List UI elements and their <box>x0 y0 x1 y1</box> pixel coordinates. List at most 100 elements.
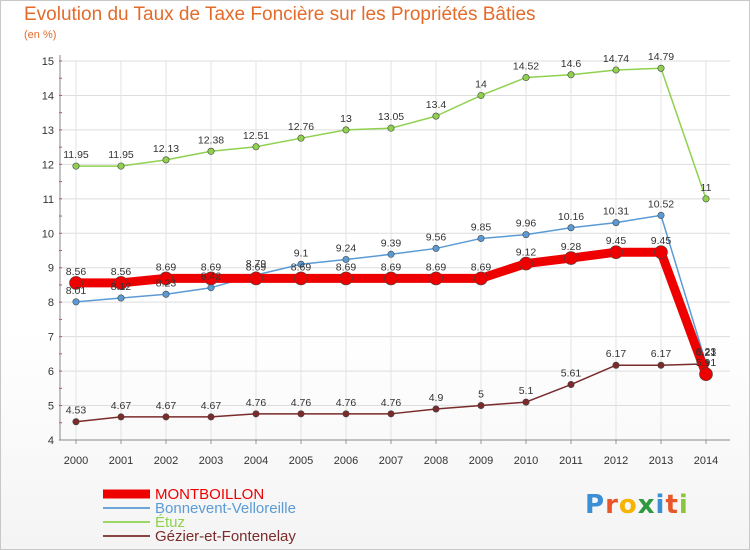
data-point <box>702 195 710 203</box>
data-label: 12.13 <box>153 143 179 155</box>
data-label: 14.52 <box>513 61 539 73</box>
data-label: 6.17 <box>651 348 672 360</box>
y-tick-label: 13 <box>42 125 54 137</box>
data-label: 14.6 <box>561 58 582 70</box>
data-point <box>564 251 578 265</box>
data-label: 8.01 <box>66 285 87 297</box>
x-tick-label: 2011 <box>559 455 583 467</box>
data-point <box>117 413 125 421</box>
x-tick-label: 2002 <box>154 455 178 467</box>
y-tick-label: 10 <box>42 228 54 240</box>
x-tick-label: 2009 <box>469 455 493 467</box>
data-label: 8.69 <box>246 261 267 273</box>
logo-letter: P <box>585 490 606 520</box>
data-point <box>522 398 530 406</box>
data-label: 9.28 <box>561 241 582 253</box>
data-label: 8.56 <box>66 266 87 278</box>
data-point <box>207 413 215 421</box>
data-point <box>387 250 395 258</box>
data-point <box>339 271 353 286</box>
y-tick-label: 5 <box>48 401 54 413</box>
x-tick-label: 2003 <box>199 455 223 467</box>
x-tick-label: 2013 <box>649 455 673 467</box>
data-point <box>612 361 620 369</box>
data-label: 4.9 <box>429 392 444 404</box>
data-point <box>657 211 665 219</box>
data-point <box>252 410 260 418</box>
data-label: 4.67 <box>156 400 177 412</box>
data-point <box>567 71 575 79</box>
logo-letter: i <box>678 490 689 520</box>
data-label: 12.76 <box>288 121 314 133</box>
data-label: 4.76 <box>336 397 357 409</box>
data-label: 8.69 <box>336 261 357 273</box>
logo-letter: x <box>637 490 656 520</box>
data-label: 9.45 <box>651 235 672 247</box>
y-tick-label: 9 <box>48 263 54 275</box>
data-point <box>252 143 260 151</box>
data-label: 13.4 <box>426 99 447 111</box>
y-tick-label: 7 <box>48 332 54 344</box>
y-tick-label: 15 <box>42 56 54 68</box>
y-tick-label: 11 <box>43 194 54 206</box>
data-point <box>387 410 395 418</box>
data-label: 14.79 <box>648 51 674 63</box>
data-point <box>432 405 440 413</box>
series-lines <box>69 64 713 426</box>
x-tick-label: 2014 <box>694 455 718 467</box>
data-point <box>519 256 533 271</box>
data-point <box>432 112 440 120</box>
data-label: 12.51 <box>243 130 269 142</box>
data-point <box>567 224 575 232</box>
data-point <box>342 410 350 418</box>
data-label: 4.67 <box>111 400 132 412</box>
data-label: 8.56 <box>111 266 132 278</box>
x-tick-label: 2012 <box>604 455 628 467</box>
chart-title: Evolution du Taux de Taxe Foncière sur l… <box>24 4 536 25</box>
data-label: 4.76 <box>381 397 402 409</box>
logo-letter: r <box>605 490 619 520</box>
data-point <box>474 271 488 286</box>
data-point <box>654 245 668 260</box>
data-point <box>612 219 620 227</box>
data-label: 8.69 <box>156 261 177 273</box>
y-tick-label: 12 <box>42 159 54 171</box>
data-point <box>387 124 395 132</box>
data-label: 8.12 <box>111 281 132 293</box>
data-point <box>342 126 350 134</box>
data-point <box>657 361 665 369</box>
x-tick-label: 2001 <box>109 455 133 467</box>
data-label: 6.17 <box>606 348 627 360</box>
legend: MONTBOILLONBonnevent-VelloreilleÉtuzGézi… <box>103 486 296 545</box>
data-label: 12.38 <box>198 134 224 146</box>
data-label: 4.53 <box>66 405 87 417</box>
data-point <box>567 381 575 389</box>
grid <box>60 60 730 441</box>
y-tick-label: 14 <box>42 90 54 102</box>
data-point <box>384 271 398 286</box>
data-point <box>162 156 170 164</box>
data-label: 6.23 <box>696 346 717 358</box>
legend-label: Gézier-et-Fontenelay <box>155 528 296 545</box>
data-point <box>162 290 170 298</box>
data-point <box>72 162 80 170</box>
data-label: 11 <box>701 182 712 194</box>
data-point <box>477 402 485 410</box>
data-point <box>432 244 440 252</box>
data-label: 14.74 <box>603 53 629 65</box>
data-point <box>117 162 125 170</box>
axes: 4 5 6 7 8 9 10 11 12 13 14 15 2000 2001 2002 2003 2004 20… <box>42 55 730 467</box>
y-tick-label: 4 <box>48 435 54 447</box>
data-label: 5.91 <box>696 357 717 369</box>
x-tick-label: 2004 <box>244 455 268 467</box>
data-label: 8.69 <box>471 261 492 273</box>
data-point <box>477 91 485 99</box>
data-label: 6.21 <box>696 347 717 359</box>
legend-label: Bonnevent-Velloreille <box>155 500 296 517</box>
y-tick-label: 8 <box>48 297 54 309</box>
data-label: 9.1 <box>294 247 309 259</box>
data-label: 9.85 <box>471 221 492 233</box>
data-label: 11.95 <box>63 149 89 161</box>
x-tick-label: 2007 <box>379 455 403 467</box>
